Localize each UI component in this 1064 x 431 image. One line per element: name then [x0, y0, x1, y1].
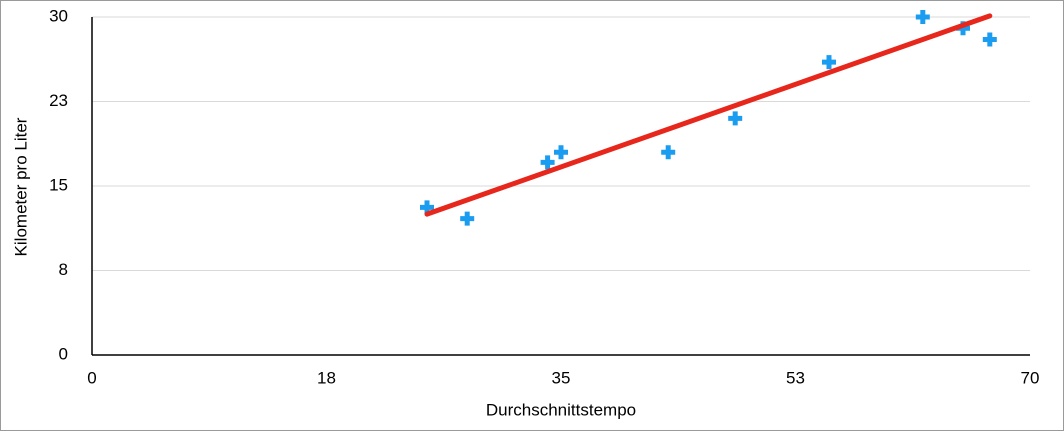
marker — [460, 211, 475, 226]
x-tick-label: 35 — [552, 368, 571, 387]
x-axis-label: Durchschnittstempo — [486, 400, 636, 419]
marker — [982, 32, 997, 47]
marker — [822, 55, 836, 70]
marker — [540, 155, 555, 170]
marker — [956, 21, 970, 36]
marker — [661, 145, 676, 160]
y-tick-label: 30 — [49, 6, 68, 25]
trendline — [424, 13, 993, 217]
marker — [554, 145, 568, 160]
x-tick-label: 18 — [317, 368, 336, 387]
marker — [728, 111, 743, 126]
y-tick-label: 0 — [59, 344, 68, 363]
x-tick-label: 70 — [1021, 368, 1040, 387]
x-tick-label: 0 — [87, 368, 96, 387]
y-axis-label: Kilometer pro Liter — [11, 117, 30, 256]
y-tick-label: 15 — [49, 175, 68, 194]
y-tick-label: 23 — [49, 91, 68, 110]
marker — [420, 200, 434, 215]
x-tick-label: 53 — [786, 368, 805, 387]
y-tick-label: 8 — [59, 260, 68, 279]
marker — [915, 10, 930, 24]
